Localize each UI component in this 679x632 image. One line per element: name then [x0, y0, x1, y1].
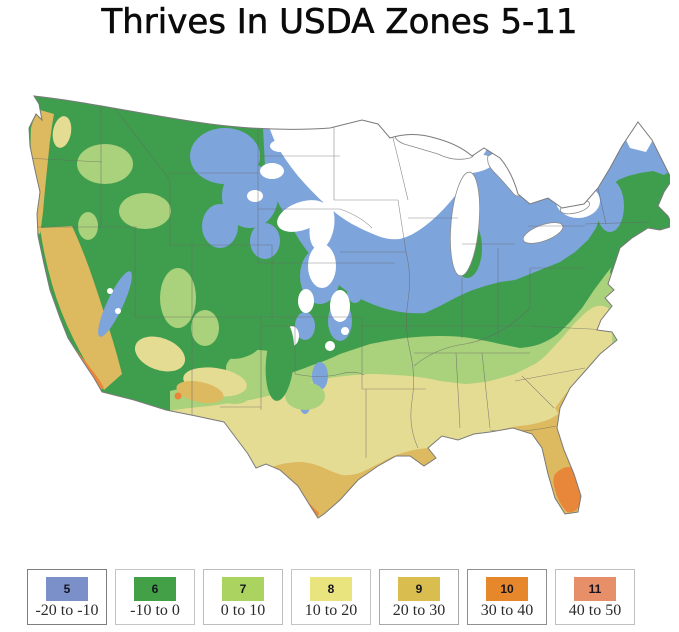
- white-rockies-7: [341, 327, 349, 335]
- legend-item: 9 20 to 30: [379, 569, 459, 625]
- usda-zone-map: [10, 76, 674, 558]
- legend-zone-swatch: 7: [222, 577, 264, 601]
- white-sierra-peak-1: [107, 288, 113, 294]
- legend-zone-swatch: 9: [398, 577, 440, 601]
- legend-item: 7 0 to 10: [203, 569, 283, 625]
- white-montana-west-1: [260, 163, 284, 179]
- white-rockies-2: [308, 244, 336, 288]
- white-rockies-4: [298, 289, 314, 313]
- zone6-newengland-coast: [610, 208, 673, 282]
- zone7-newmexico-east: [285, 382, 325, 410]
- zone9-arizona-desert: [176, 381, 224, 403]
- zone5-colorado-west: [295, 312, 315, 340]
- white-montana-west-3: [270, 140, 290, 152]
- legend-item: 5 -20 to -10: [27, 569, 107, 625]
- zone7-columbia-basin: [77, 144, 133, 184]
- zone5-yellowstone: [250, 223, 280, 259]
- zone5-vermont-newhampshire: [596, 180, 624, 232]
- zone7-nevada-2: [191, 310, 219, 346]
- legend-zone-number: 6: [151, 582, 159, 596]
- zone6-newmexico-highlands: [265, 321, 295, 401]
- lake-michigan: [449, 171, 481, 277]
- legend-item: 10 30 to 40: [467, 569, 547, 625]
- legend-zone-number: 7: [239, 582, 247, 596]
- zone8-nevada-south: [134, 336, 186, 372]
- legend-zone-swatch: 6: [134, 577, 176, 601]
- page-title: Thrives In USDA Zones 5-11: [101, 2, 578, 43]
- legend-zone-number: 8: [327, 582, 335, 596]
- zone7-oregon-south: [78, 212, 98, 240]
- zone9-california: [40, 226, 122, 390]
- white-rockies-6: [325, 341, 335, 351]
- zone7-snake-plain: [119, 193, 171, 229]
- zone10-south-florida: [553, 466, 582, 513]
- legend-item: 8 10 to 20: [291, 569, 371, 625]
- white-rockies-1: [277, 200, 327, 232]
- zone5-idaho-south: [202, 204, 238, 248]
- legend-zone-swatch: 10: [486, 577, 528, 601]
- state-borders: [29, 101, 651, 458]
- legend-zone-number: 11: [588, 582, 602, 596]
- legend-zone-range: 10 to 20: [304, 602, 358, 619]
- white-montana-west-2: [247, 190, 263, 202]
- legend-zone-swatch: 8: [310, 577, 352, 601]
- legend-zone-swatch: 11: [574, 577, 616, 601]
- zone8-puget-lowland: [52, 116, 72, 148]
- white-rockies-3: [330, 290, 350, 322]
- zone10-yuma: [174, 392, 182, 400]
- legend-zone-range: -20 to -10: [35, 602, 99, 619]
- legend-item: 11 40 to 50: [555, 569, 635, 625]
- state-border-line: [29, 101, 651, 458]
- legend-zone-range: 40 to 50: [568, 602, 622, 619]
- zone5-sierra-nevada: [98, 271, 132, 337]
- legend-zone-range: 0 to 10: [220, 602, 266, 619]
- us-outline: [28, 95, 674, 519]
- legend-zone-swatch: 5: [46, 577, 88, 601]
- legend-zone-number: 5: [63, 582, 71, 596]
- legend-zone-number: 10: [500, 582, 514, 596]
- legend-zone-range: -10 to 0: [130, 602, 180, 619]
- west-coast-patches: [30, 110, 325, 410]
- legend-zone-number: 9: [415, 582, 423, 596]
- zone7-nevada-1: [160, 268, 196, 328]
- legend-item: 6 -10 to 0: [115, 569, 195, 625]
- us-map-svg: [28, 95, 674, 519]
- zone5-newmexico-mountains: [312, 362, 328, 390]
- legend-zone-range: 30 to 40: [480, 602, 534, 619]
- zone6-mogollon-rim: [218, 333, 262, 359]
- white-sierra-peak-2: [115, 308, 121, 314]
- legend: 5 -20 to -10 6 -10 to 0 7 0 to 10 8 10 t…: [27, 569, 635, 625]
- zone5-colorado-east: [347, 279, 363, 303]
- legend-zone-range: 20 to 30: [392, 602, 446, 619]
